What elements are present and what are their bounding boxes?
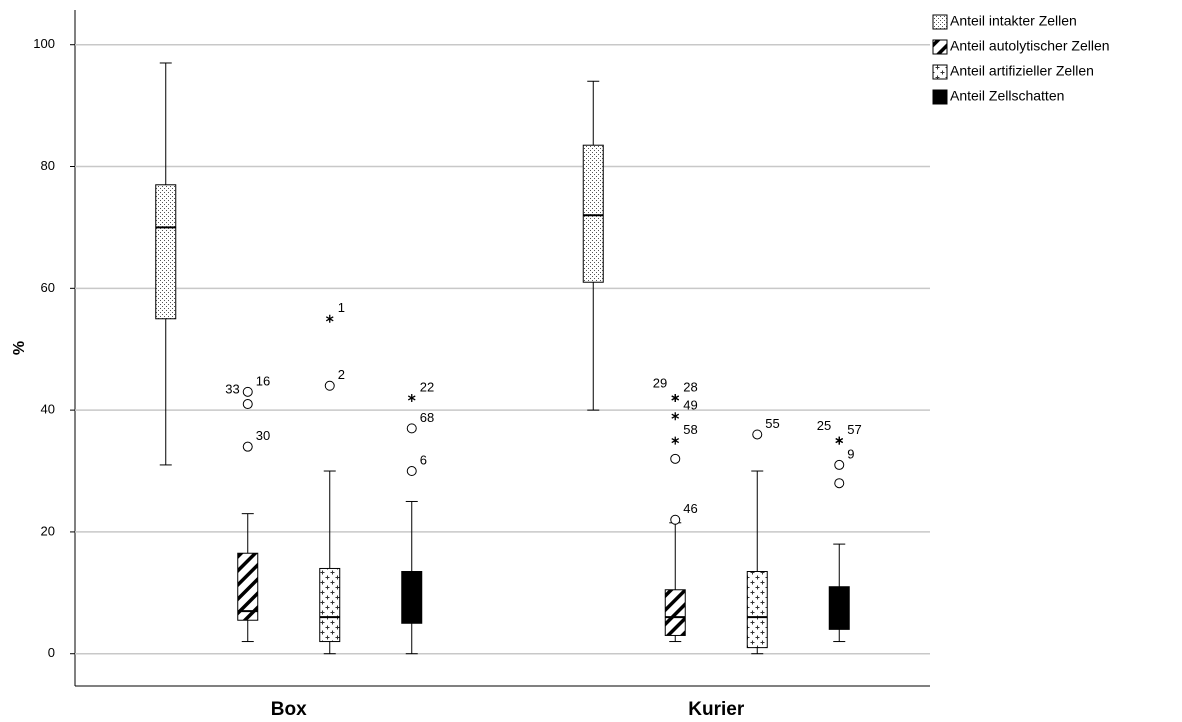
outlier — [670, 514, 681, 525]
extreme-outlier — [407, 393, 416, 402]
y-tick-label: 100 — [33, 36, 55, 51]
outlier-label: 49 — [683, 398, 697, 413]
outlier-label: 22 — [420, 379, 434, 394]
outlier-label: 58 — [683, 422, 697, 437]
outlier — [242, 441, 253, 452]
outlier-label: 1 — [338, 300, 345, 315]
outlier — [242, 386, 253, 397]
legend-swatch — [932, 64, 948, 80]
outlier — [752, 429, 763, 440]
y-tick-label: 40 — [41, 402, 55, 417]
box — [582, 144, 604, 283]
outlier-label: 55 — [765, 416, 779, 431]
y-tick-label: 60 — [41, 280, 55, 295]
outlier-label: 6 — [420, 452, 427, 467]
x-tick-label: Kurier — [688, 699, 745, 720]
outlier-label: 57 — [847, 422, 861, 437]
legend-swatch — [932, 89, 948, 105]
outlier — [324, 380, 335, 391]
y-tick-label: 0 — [48, 645, 55, 660]
box — [828, 586, 850, 630]
legend-swatch — [932, 14, 948, 30]
legend-swatch — [932, 39, 948, 55]
outlier-label: 25 — [817, 418, 831, 433]
outlier-label: 2 — [338, 367, 345, 382]
y-axis-label: % — [11, 341, 28, 355]
box — [319, 567, 341, 643]
outlier-label: 29 — [653, 375, 667, 390]
box — [155, 184, 177, 320]
legend-label: Anteil Zellschatten — [950, 88, 1064, 104]
outlier — [670, 453, 681, 464]
box — [664, 589, 686, 636]
box — [746, 571, 768, 649]
legend-label: Anteil autolytischer Zellen — [950, 38, 1110, 54]
outlier-label: 68 — [420, 410, 434, 425]
extreme-outlier — [671, 393, 680, 402]
outlier-label: 46 — [683, 501, 697, 516]
outlier-label: 30 — [256, 428, 270, 443]
outlier-label: 16 — [256, 373, 270, 388]
extreme-outlier — [671, 412, 680, 421]
outlier — [834, 478, 845, 489]
outlier-label: 33 — [225, 381, 239, 396]
y-tick-label: 80 — [41, 158, 55, 173]
box — [401, 571, 423, 624]
extreme-outlier — [325, 314, 334, 323]
extreme-outlier — [671, 436, 680, 445]
outlier-label: 28 — [683, 379, 697, 394]
y-tick-label: 20 — [41, 523, 55, 538]
outlier — [834, 459, 845, 470]
x-tick-label: Box — [271, 699, 307, 720]
outlier — [406, 466, 417, 477]
legend-label: Anteil intakter Zellen — [950, 13, 1077, 29]
extreme-outlier — [835, 436, 844, 445]
outlier-label: 9 — [847, 446, 854, 461]
box — [237, 552, 259, 621]
outlier — [242, 399, 253, 410]
outlier — [406, 423, 417, 434]
legend-label: Anteil artifizieller Zellen — [950, 63, 1094, 79]
